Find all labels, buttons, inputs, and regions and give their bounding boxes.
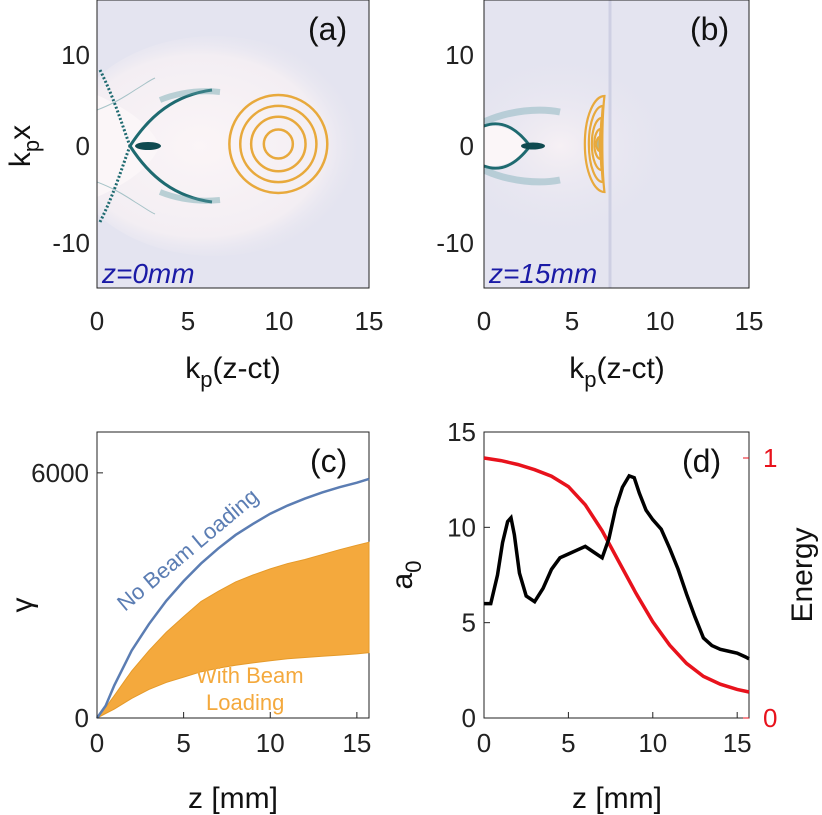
- panel-b-bunch: [521, 142, 545, 150]
- panel-b-sheath-upper-glow: [484, 106, 561, 126]
- panel-c-xticks: 0 5 10 15: [90, 712, 371, 758]
- laser-contour: [249, 115, 307, 173]
- panel-c-ytick: 6000: [31, 458, 89, 488]
- panel-a-sheath-lower-arc: [128, 145, 213, 204]
- energy-line: [483, 456, 750, 694]
- laser-contour: [262, 128, 295, 160]
- panel-b-ytick: -10: [436, 228, 474, 258]
- panel-a-ylabel: kpx: [4, 125, 44, 167]
- panel-b-z-label: z=15mm: [488, 258, 597, 289]
- a0-line: [484, 473, 750, 661]
- panel-a-sheath-upper-arc: [128, 88, 213, 147]
- panel-a-xtick: 15: [355, 306, 384, 336]
- panel-a-bubble: [97, 36, 365, 256]
- panel-c-ylabel: γ: [6, 598, 39, 613]
- laser-contour: [239, 104, 318, 184]
- panel-a-xtick: 10: [265, 306, 294, 336]
- panel-d-label: (d): [682, 443, 721, 479]
- panel-a-sheath-lower-glow: [158, 189, 221, 204]
- panel-a-z-label: z=0mm: [101, 258, 195, 289]
- panel-c-label: (c): [310, 443, 347, 479]
- panel-a-ytick: 0: [76, 131, 90, 161]
- panel-a-xticks: 0 5 10 15: [90, 306, 384, 336]
- panel-c-xtick: 15: [342, 728, 371, 758]
- panel-b-ytick: 0: [460, 131, 474, 161]
- panel-d-ytick: 0: [462, 703, 476, 733]
- panel-d-ylabel: a0: [386, 561, 426, 590]
- panel-b-label: (b): [690, 11, 729, 47]
- panel-a: (a) z=0mm 0 5 10 15 10 0 -10 kp(z-ct) kp…: [4, 0, 383, 392]
- panel-b-xtick: 5: [565, 306, 579, 336]
- laser-contour: [595, 135, 602, 153]
- panel-a-sheath-lower: [98, 145, 132, 223]
- panel-d-ylabel-right: Energy: [786, 527, 819, 622]
- panel-a-trail-lower: [97, 181, 156, 215]
- with-beam-loading-annotation-2: Loading: [206, 690, 284, 715]
- panel-a-yticks: 10 0 -10: [52, 40, 90, 258]
- panel-b-xticks: 0 5 10 15: [477, 306, 764, 336]
- panel-b-laser-contours: [583, 94, 606, 194]
- panel-b-bubble: [484, 56, 670, 236]
- panel-a-laser-contours: [228, 93, 329, 195]
- panel-d-yticks: 0 5 10 15: [447, 417, 490, 733]
- panel-d-frame: [483, 431, 750, 719]
- panel-a-trail-upper: [97, 77, 156, 111]
- panel-c-xtick: 0: [90, 728, 104, 758]
- with-beam-loading-annotation-1: With Beam: [196, 663, 304, 688]
- panel-a-ytick: 10: [61, 40, 90, 70]
- panel-a-sheath-upper: [98, 69, 132, 147]
- panel-a-xlabel: kp(z-ct): [185, 352, 281, 392]
- panel-d-xtick: 10: [638, 728, 667, 758]
- panel-a-frame: [96, 0, 370, 289]
- panel-a-xtick: 5: [181, 306, 195, 336]
- panel-c-xtick: 10: [256, 728, 285, 758]
- panel-a-bunch: [135, 142, 161, 150]
- panel-a-label: (a): [308, 11, 347, 47]
- panel-b-frame: [483, 0, 750, 289]
- panel-d-ytick: 15: [447, 417, 476, 447]
- panel-b-xtick: 10: [646, 306, 675, 336]
- panel-b-xtick: 0: [477, 306, 491, 336]
- panel-b-sheath-lower-glow: [484, 166, 561, 186]
- laser-contour: [228, 93, 329, 195]
- panel-b-sheath-lower: [484, 145, 532, 170]
- panel-b-ytick: 10: [445, 40, 474, 70]
- panel-d-xlabel: z [mm]: [572, 782, 662, 815]
- panel-c-yticks: 0 6000: [31, 458, 103, 733]
- panel-d-xtick: 5: [561, 728, 575, 758]
- panel-c-ytick: 0: [75, 703, 89, 733]
- panel-b-bubble-core: [484, 125, 530, 167]
- with-beam-loading-band: [96, 541, 370, 719]
- panel-c-xtick: 5: [176, 728, 190, 758]
- panel-d-xticks: 0 5 10 15: [477, 712, 752, 758]
- panel-c-xlabel: z [mm]: [188, 782, 278, 815]
- panel-d-xtick: 0: [477, 728, 491, 758]
- panel-a-sheath-upper-glow: [158, 88, 221, 103]
- panel-a-ytick: -10: [52, 228, 90, 258]
- panel-d-ytick-right: 1: [763, 443, 777, 473]
- panel-b: (b) z=15mm 0 5 10 15 10 0 -10 kp(z-ct): [436, 0, 763, 392]
- panel-d-yticks-right: 01: [743, 443, 777, 733]
- panel-d-ytick-right: 0: [763, 703, 777, 733]
- panel-b-sheath-upper: [484, 122, 532, 147]
- panel-d-ytick: 5: [462, 608, 476, 638]
- panel-d-ytick: 10: [447, 512, 476, 542]
- panel-d-xtick: 15: [723, 728, 752, 758]
- panel-a-xtick: 0: [90, 306, 104, 336]
- no-beam-loading-line: [95, 477, 370, 719]
- panel-b-yticks: 10 0 -10: [436, 40, 474, 258]
- panel-b-xtick: 15: [735, 306, 764, 336]
- panel-b-xlabel: kp(z-ct): [569, 352, 665, 392]
